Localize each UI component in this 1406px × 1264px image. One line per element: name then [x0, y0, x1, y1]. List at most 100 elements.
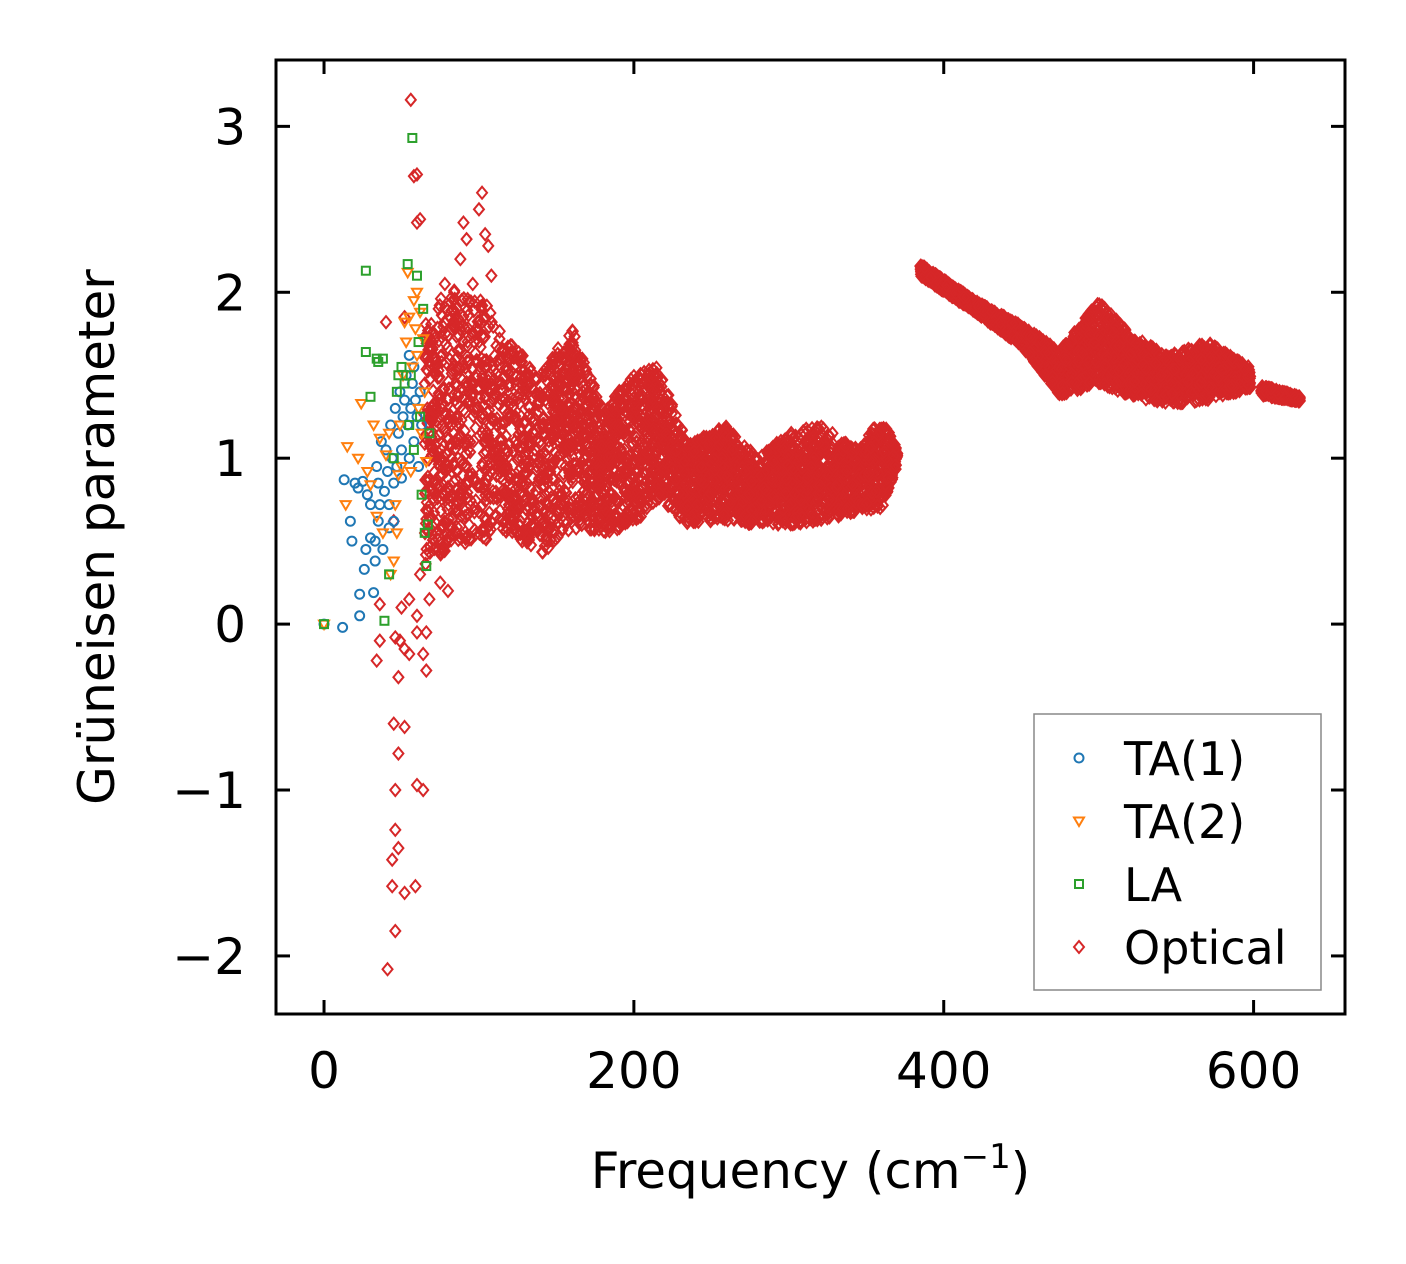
optical-band-point	[767, 454, 780, 470]
optical-band-point	[709, 471, 723, 487]
optical-band-point	[877, 444, 891, 460]
optical-band-point	[546, 429, 560, 445]
optical-band-point	[768, 473, 782, 489]
optical-band-point	[639, 425, 652, 441]
optical-band-point	[564, 337, 578, 353]
optical-band-point	[430, 451, 443, 467]
optical-band-point	[454, 342, 467, 358]
optical-band-point	[509, 500, 523, 516]
optical-band-point	[723, 496, 737, 512]
optical-band-point	[513, 354, 527, 370]
optical-band-point	[633, 416, 646, 433]
optical-band-point	[681, 513, 695, 529]
optical-band-point	[596, 494, 610, 511]
optical-band-point	[706, 472, 720, 488]
optical-band-point	[659, 445, 673, 461]
optical-band-point	[462, 517, 476, 533]
optical-band-point	[755, 493, 768, 509]
optical-band-point	[450, 495, 463, 511]
optical-band-point	[472, 478, 486, 494]
optical-band-point	[790, 505, 804, 521]
optical-band-point	[504, 395, 518, 411]
optical-band-point	[572, 364, 586, 380]
optical-band-point	[566, 474, 579, 490]
optical-band-point	[884, 433, 898, 449]
optical-band-point	[840, 463, 853, 479]
optical-band-point	[580, 484, 594, 501]
optical-band-point	[711, 510, 724, 526]
optical-band-point	[476, 330, 490, 346]
optical-band-point	[652, 403, 665, 419]
optical-band-point	[469, 526, 482, 542]
optical-band-point	[639, 444, 653, 460]
optical-band-point	[478, 390, 492, 406]
optical-band-point	[455, 292, 468, 308]
optical-band-point	[563, 500, 576, 516]
optical-band-point	[420, 361, 433, 377]
optical-band-point	[476, 481, 490, 497]
optical-band-point	[420, 473, 434, 489]
optical-band-point	[744, 474, 758, 490]
optical-band-point	[468, 404, 482, 420]
optical-band-point	[547, 532, 561, 548]
optical-band-point	[437, 319, 450, 335]
optical-band-point	[570, 463, 584, 479]
optical-band-point	[563, 439, 576, 455]
optical-band-point	[420, 511, 433, 527]
optical-band-point	[554, 485, 568, 501]
optical-band-point	[483, 418, 497, 434]
optical-band-point	[708, 462, 722, 478]
optical-band-point	[590, 455, 604, 471]
optical-band-point	[559, 345, 572, 361]
optical-band-point	[539, 528, 553, 544]
optical-band-point	[610, 507, 624, 523]
optical-band-point	[595, 410, 608, 427]
optical-band-point	[781, 447, 795, 463]
optical-band-point	[516, 525, 530, 541]
data-points-layer	[317, 92, 1307, 977]
optical-band-point	[502, 378, 515, 394]
optical-band-point	[461, 349, 474, 365]
optical-band-point	[571, 407, 584, 423]
optical-band-point	[554, 401, 568, 417]
optical-band-point	[518, 459, 532, 475]
optical-band-point	[628, 464, 642, 480]
optical-band-point	[592, 509, 605, 525]
optical-band-point	[458, 392, 471, 408]
optical-band-point	[575, 403, 589, 419]
optical-band-point	[469, 420, 482, 436]
optical-band-point	[541, 517, 554, 533]
optical-band-point	[450, 505, 464, 521]
optical-band-point	[594, 472, 608, 488]
optical-band-point	[531, 371, 544, 387]
optical-band-point	[849, 481, 862, 497]
optical-band-point	[787, 460, 800, 476]
optical-band-point	[466, 466, 479, 482]
optical-band-point	[500, 462, 514, 478]
optical-band-point	[717, 507, 731, 523]
optical-band-point	[482, 402, 496, 418]
optical-band-point	[423, 438, 437, 454]
optical-band-point	[669, 472, 683, 488]
optical-band-point	[595, 438, 608, 454]
optical-band-point	[477, 421, 491, 437]
optical-band-point	[494, 430, 507, 446]
optical-band-point	[542, 433, 556, 449]
optical-band-point	[493, 470, 507, 486]
optical-band-point	[499, 360, 513, 376]
optical-band-point	[561, 452, 574, 468]
optical-band-point	[831, 462, 845, 478]
optical-band-point	[477, 312, 491, 328]
optical-band-point	[839, 438, 852, 454]
optical-band-point	[485, 514, 499, 530]
optical-band-point	[616, 423, 630, 439]
optical-band-point	[472, 504, 486, 520]
optical-band-point	[487, 437, 500, 453]
optical-band-point	[583, 376, 597, 392]
optical-band-point	[630, 509, 644, 525]
optical-band-point	[787, 439, 800, 455]
optical-band-point	[475, 425, 489, 441]
optical-band-point	[646, 391, 660, 407]
optical-band-point	[534, 448, 548, 464]
optical-band-point	[826, 435, 839, 451]
